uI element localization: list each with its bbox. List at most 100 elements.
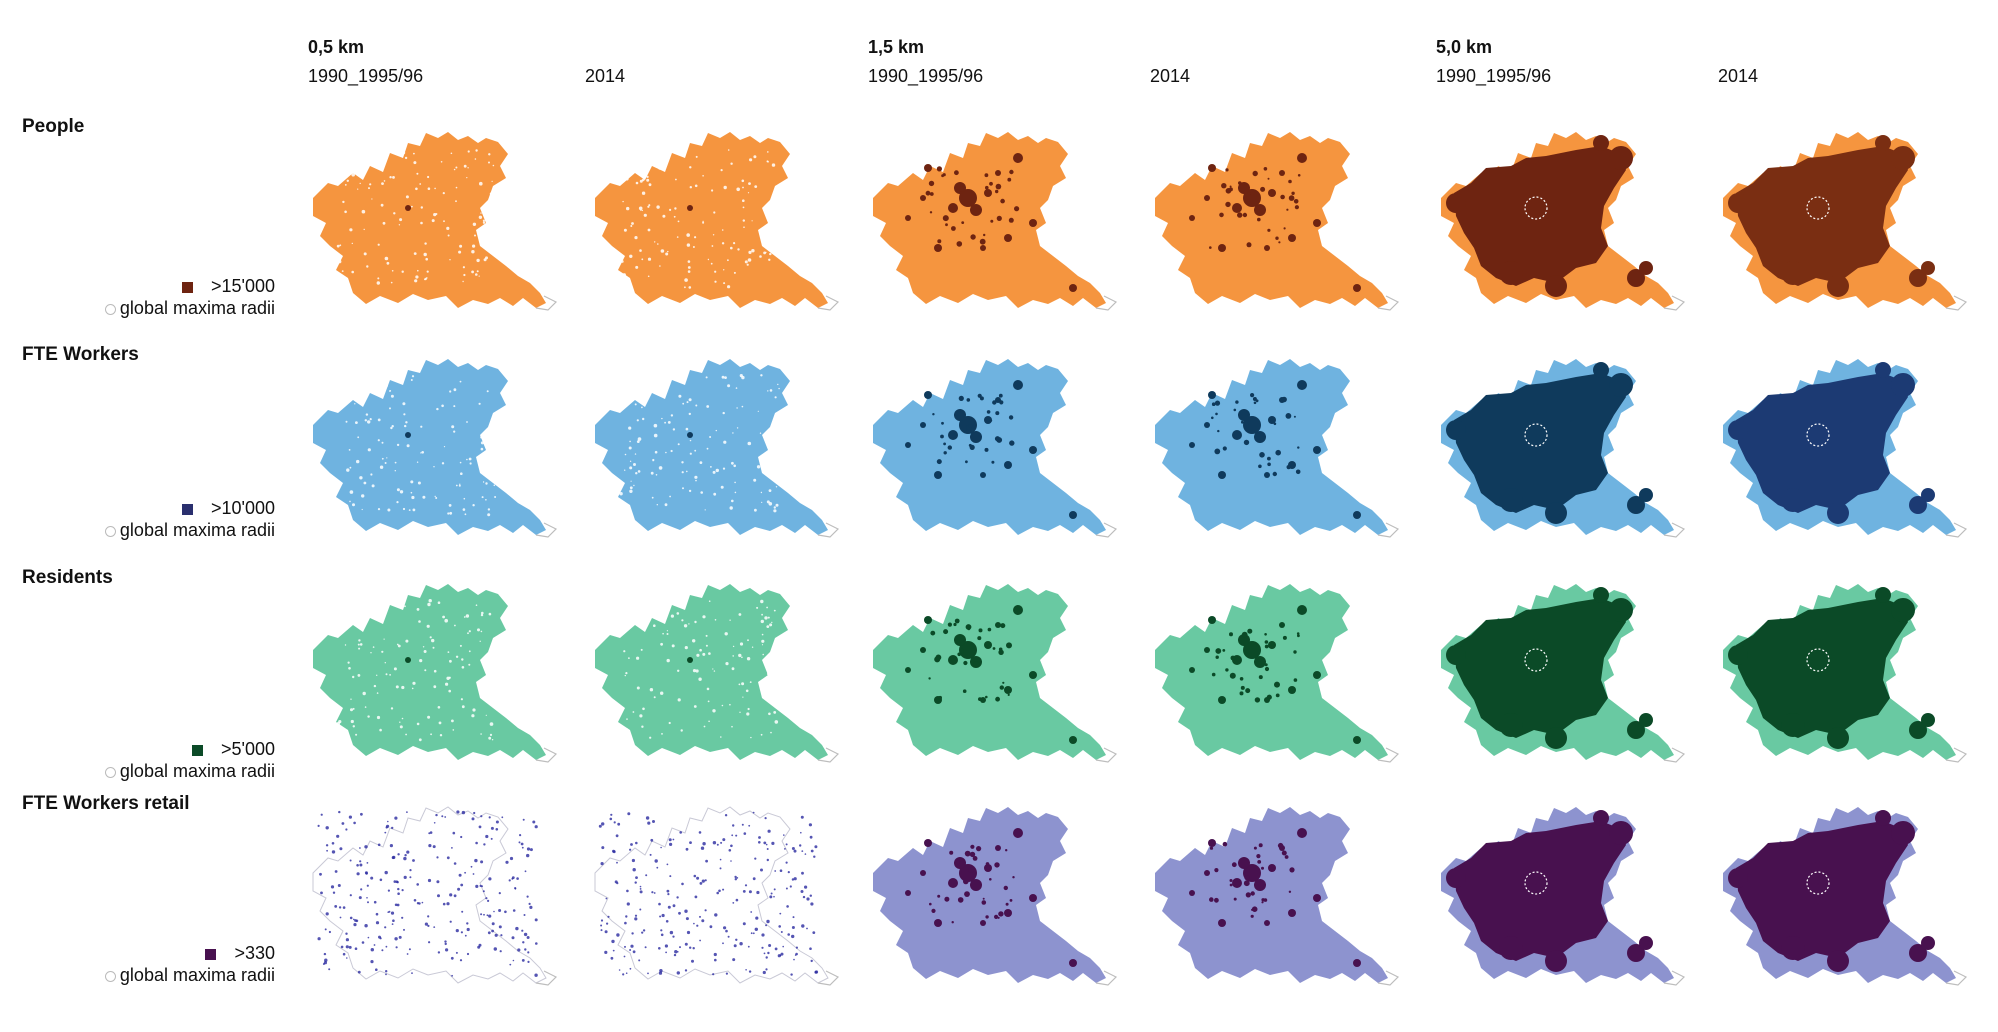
dominant-area xyxy=(1454,598,1626,738)
dashed-circle-icon xyxy=(104,766,116,778)
map-fte-workers-retail-6 xyxy=(1723,807,1968,986)
maxima-spot xyxy=(687,432,693,438)
period-header-1: 1990_1995/96 xyxy=(308,66,424,86)
legend-radius-note: global maxima radii xyxy=(119,298,275,318)
clusters xyxy=(905,153,1077,292)
river-line xyxy=(1095,522,1118,538)
river-line xyxy=(1945,747,1968,763)
river-line xyxy=(1663,295,1686,311)
region-area xyxy=(873,584,1106,760)
global-maxima-circle xyxy=(1524,648,1548,672)
dominant-area xyxy=(1454,373,1626,513)
legend-residents: >5'000 global maxima radii xyxy=(0,738,275,782)
legend-threshold: >15'000 xyxy=(210,276,275,296)
map-fte-workers-retail-3 xyxy=(873,807,1118,986)
region-outline xyxy=(594,806,829,984)
clusters xyxy=(905,605,1077,744)
clusters xyxy=(1189,380,1361,519)
clusters xyxy=(1189,828,1361,967)
river-line xyxy=(1095,747,1118,763)
period-header-6: 2014 xyxy=(1718,66,1759,86)
map-residents-6 xyxy=(1723,584,1968,763)
texture xyxy=(337,374,498,517)
map-people-6 xyxy=(1723,132,1968,311)
row-title-residents: Residents xyxy=(22,567,113,588)
river-line xyxy=(1377,970,1400,986)
maxima-spot xyxy=(405,432,411,438)
map-people-1 xyxy=(313,132,558,311)
threshold-swatch-icon xyxy=(205,948,217,960)
global-maxima-circle xyxy=(1524,196,1548,220)
maxima-spot xyxy=(687,657,693,663)
period-header-4: 2014 xyxy=(1150,66,1191,86)
river-line xyxy=(1377,522,1400,538)
threshold-swatch-icon xyxy=(192,744,203,756)
global-maxima-circle xyxy=(1524,423,1548,447)
retail-points xyxy=(598,811,819,976)
map-people-3 xyxy=(873,132,1118,311)
dominant-area xyxy=(1736,598,1908,738)
clusters xyxy=(1189,153,1361,292)
dominant-area xyxy=(1454,821,1626,961)
river-line xyxy=(1095,970,1118,986)
region-area xyxy=(1155,132,1388,308)
river-line xyxy=(535,970,558,986)
river-line xyxy=(1377,295,1400,311)
row-title-fte-workers: FTE Workers xyxy=(22,344,139,365)
river-line xyxy=(817,970,840,986)
map-residents-2 xyxy=(595,584,840,763)
legend-threshold: >5'000 xyxy=(221,739,275,759)
period-header-5: 1990_1995/96 xyxy=(1436,66,1552,86)
map-fte-workers-retail-5 xyxy=(1441,807,1686,986)
texture xyxy=(622,599,779,739)
legend-radius-note: global maxima radii xyxy=(119,761,275,781)
radius-header-1: 0,5 km xyxy=(308,37,365,57)
map-people-2 xyxy=(595,132,840,311)
threshold-swatch-icon xyxy=(181,281,193,293)
legend-people: >15'000 global maxima radii xyxy=(0,275,275,319)
period-header-2: 2014 xyxy=(585,66,626,86)
period-header-3: 1990_1995/96 xyxy=(868,66,984,86)
map-fte-workers-5 xyxy=(1441,359,1686,538)
global-maxima-circle xyxy=(1524,871,1548,895)
region-area xyxy=(313,132,546,308)
map-fte-workers-3 xyxy=(873,359,1118,538)
river-line xyxy=(1945,522,1968,538)
region-area xyxy=(595,132,828,308)
maxima-spot xyxy=(687,205,693,211)
map-residents-1 xyxy=(313,584,558,763)
river-line xyxy=(817,747,840,763)
river-line xyxy=(1663,522,1686,538)
map-people-4 xyxy=(1155,132,1400,311)
global-maxima-circle xyxy=(1806,196,1830,220)
region-area xyxy=(1155,807,1388,983)
region-area xyxy=(595,584,828,760)
legend-fte-workers-retail: >330 global maxima radii xyxy=(0,942,275,986)
texture xyxy=(336,598,499,742)
river-line xyxy=(1945,970,1968,986)
river-line xyxy=(1095,295,1118,311)
clusters xyxy=(1189,605,1361,744)
global-maxima-circle xyxy=(1806,423,1830,447)
legend-radius-note: global maxima radii xyxy=(119,965,275,985)
river-line xyxy=(817,295,840,311)
map-fte-workers-retail-4 xyxy=(1155,807,1400,986)
clusters xyxy=(905,828,1077,967)
radius-header-2: 1,5 km xyxy=(868,37,925,57)
map-fte-workers-1 xyxy=(313,359,558,538)
river-line xyxy=(1377,747,1400,763)
retail-points xyxy=(317,810,538,977)
texture xyxy=(336,149,500,285)
dominant-area xyxy=(1736,373,1908,513)
dashed-circle-icon xyxy=(104,303,116,315)
region-area xyxy=(313,359,546,535)
dominant-area xyxy=(1454,146,1626,286)
legend-threshold: >10'000 xyxy=(210,498,275,518)
river-line xyxy=(817,522,840,538)
legend-fte-workers: >10'000 global maxima radii xyxy=(0,497,275,541)
dominant-area xyxy=(1736,821,1908,961)
region-area xyxy=(313,584,546,760)
map-fte-workers-retail-1 xyxy=(312,806,558,986)
legend-radius-note: global maxima radii xyxy=(119,520,275,540)
map-fte-workers-retail-2 xyxy=(594,806,840,986)
